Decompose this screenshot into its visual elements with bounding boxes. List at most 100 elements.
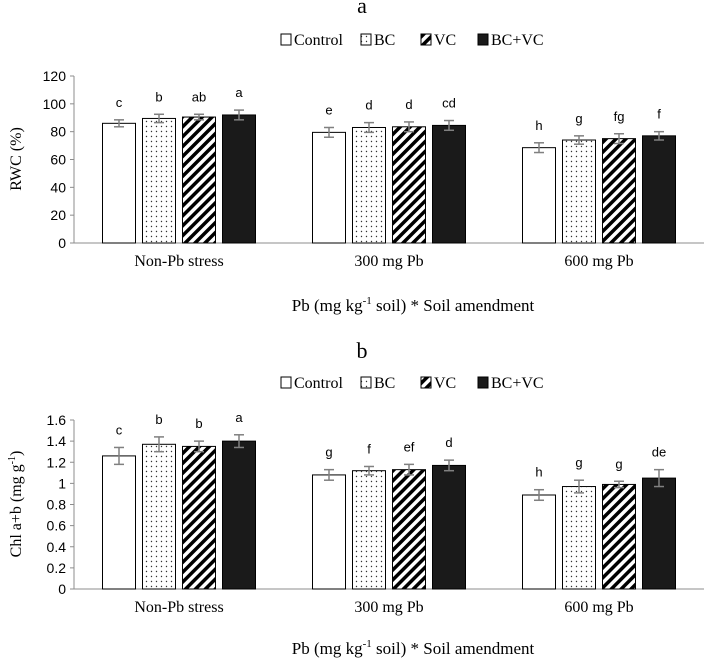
bar-bc-vc: [642, 477, 676, 590]
x-category-label: 600 mg Pb: [564, 599, 633, 616]
y-tick-label: 0: [58, 235, 66, 251]
significance-letter: h: [535, 118, 542, 133]
significance-letter: d: [365, 98, 372, 113]
bar-vc: [392, 126, 426, 244]
significance-letter: ef: [404, 439, 415, 454]
bar-control: [102, 455, 136, 590]
bar-bc-vc: [222, 440, 256, 590]
significance-letter: f: [367, 441, 371, 456]
panel-b-label: b: [357, 338, 368, 363]
y-tick-label: 0.4: [47, 539, 67, 555]
legend-label-vc: VC: [434, 32, 456, 49]
significance-letter: a: [235, 85, 243, 100]
y-tick-label: 100: [43, 96, 67, 112]
legend-label-control: Control: [294, 32, 343, 49]
legend-label-control: Control: [294, 375, 343, 392]
significance-letter: ab: [192, 89, 206, 104]
significance-letter: h: [535, 465, 542, 480]
bar-control: [312, 474, 346, 590]
panel-b-ylabel-post: ): [8, 451, 25, 456]
panel-b-xlabel: Pb (mg kg-1 soil) * Soil amendment: [292, 638, 535, 658]
x-category-label: 300 mg Pb: [354, 253, 423, 270]
legend-swatch-control: [280, 33, 292, 46]
panel-a-label: a: [357, 0, 367, 18]
significance-letter: c: [116, 95, 123, 110]
bar-bc: [142, 117, 176, 244]
significance-letter: d: [445, 435, 452, 450]
bar-vc: [182, 116, 216, 244]
bar-bc-vc: [222, 114, 256, 244]
panel-a-xlabel-post: soil) * Soil amendment: [372, 296, 535, 315]
bar-bc: [562, 139, 596, 244]
bar-control: [522, 494, 556, 590]
significance-letter: g: [615, 456, 622, 471]
significance-letter: a: [235, 410, 243, 425]
legend-label-vc: VC: [434, 375, 456, 392]
panel-b-xlabel-post: soil) * Soil amendment: [372, 639, 535, 658]
legend-swatch-bc-vc: [477, 376, 489, 389]
legend-swatch-bc: [360, 376, 372, 389]
y-tick-label: 1.2: [47, 454, 67, 470]
bar-bc-vc: [432, 464, 466, 590]
significance-letter: f: [657, 107, 661, 122]
y-tick-label: 60: [50, 152, 66, 168]
bar-bc: [142, 443, 176, 590]
significance-letter: cd: [442, 96, 456, 111]
legend-swatch-vc: [420, 376, 432, 389]
y-tick-label: 0.6: [47, 518, 67, 534]
panel-b: Control BC VC BC+VC 0 0.2 0.4 0.6 0.8 1 1.2 1.4 1.6 N…: [47, 375, 704, 616]
panel-a: Control BC VC BC+VC 0 20 40 60 80 100 120 Non-Pb st…: [43, 32, 704, 270]
chart-marks: Control BC VC BC+VC 0 20 40 60 80 100 120 Non-Pb st…: [43, 32, 704, 616]
legend-label-bc: BC: [374, 375, 395, 392]
panel-a-xlabel-sup: -1: [363, 295, 372, 307]
significance-letter: d: [405, 97, 412, 112]
significance-letter: g: [325, 445, 332, 460]
significance-letter: g: [575, 455, 582, 470]
significance-letter: b: [155, 89, 162, 104]
bar-bc-vc: [642, 135, 676, 244]
legend-label-bc-vc: BC+VC: [491, 32, 544, 49]
y-tick-label: 1.6: [47, 412, 67, 428]
panel-b-xlabel-pre: Pb (mg kg: [292, 639, 363, 658]
x-category-label: 300 mg Pb: [354, 599, 423, 616]
legend-swatch-bc: [360, 33, 372, 46]
y-tick-label: 0: [58, 581, 66, 597]
bar-bc: [352, 470, 386, 590]
y-tick-label: 1.4: [47, 433, 67, 449]
legend-swatch-bc-vc: [477, 33, 489, 46]
significance-letter: de: [652, 445, 666, 460]
x-category-label: 600 mg Pb: [564, 253, 633, 270]
bar-vc: [182, 445, 216, 590]
significance-letter: c: [116, 422, 123, 437]
y-tick-label: 0.8: [47, 497, 67, 513]
bar-bc-vc: [432, 124, 466, 244]
bar-control: [102, 122, 136, 244]
bar-control: [312, 131, 346, 244]
significance-letter: fg: [614, 109, 625, 124]
panel-b-ylabel-pre: Chl a+b (mg g: [8, 464, 25, 557]
bar-control: [522, 147, 556, 244]
x-category-label: Non-Pb stress: [134, 253, 223, 270]
panel-a-xlabel-pre: Pb (mg kg: [292, 296, 363, 315]
significance-letter: b: [195, 416, 202, 431]
legend-swatch-control: [280, 376, 292, 389]
bar-vc: [602, 138, 636, 244]
y-tick-label: 20: [50, 207, 66, 223]
bar-bc: [352, 126, 386, 244]
bar-vc: [602, 483, 636, 590]
significance-letter: e: [325, 102, 332, 117]
legend-label-bc-vc: BC+VC: [491, 375, 544, 392]
y-tick-label: 80: [50, 124, 66, 140]
y-tick-label: 0.2: [47, 560, 67, 576]
significance-letter: b: [155, 412, 162, 427]
bar-vc: [392, 469, 426, 590]
legend-swatch-vc: [420, 33, 432, 46]
y-tick-label: 1: [58, 475, 66, 491]
y-tick-label: 40: [50, 179, 66, 195]
y-tick-label: 120: [43, 68, 67, 84]
legend-label-bc: BC: [374, 32, 395, 49]
significance-letter: g: [575, 111, 582, 126]
panel-b-xlabel-sup: -1: [363, 638, 372, 650]
x-category-label: Non-Pb stress: [134, 599, 223, 616]
